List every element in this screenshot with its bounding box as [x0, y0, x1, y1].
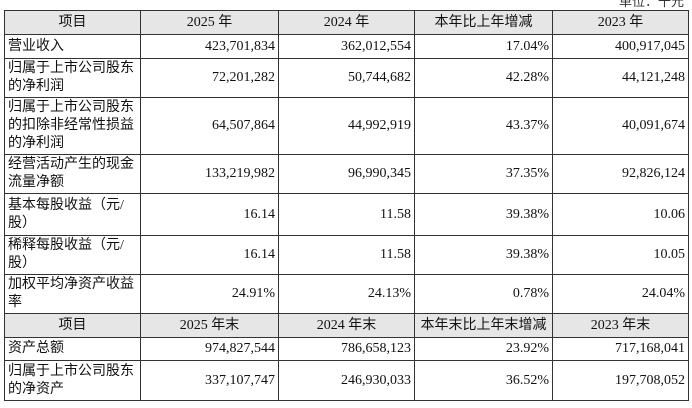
label-cell: 资产总额 — [4, 337, 141, 361]
value-cell: 362,012,554 — [278, 34, 415, 59]
data-row: 归属于上市公司股东的净利润 72,201,282 50,744,682 42.28% 4… — [4, 58, 689, 98]
value-cell: 423,701,834 — [140, 34, 279, 59]
label-cell: 归属于上市公司股东的扣除非经常性损益的净利润 — [4, 97, 141, 155]
data-row: 加权平均净资产收益率 24.91% 24.13% 0.78% 24.04% — [4, 274, 689, 314]
label-cell: 加权平均净资产收益率 — [4, 274, 141, 314]
data-row: 稀释每股收益（元/股） 16.14 11.58 39.38% 10.05 — [4, 235, 689, 275]
header-cell: 本年末比上年末增减 — [414, 313, 553, 338]
value-cell: 400,917,045 — [552, 34, 689, 59]
header-row: 项目 2025 年末 2024 年末 本年末比上年末增减 2023 年末 — [4, 313, 689, 338]
header-cell: 2024 年末 — [278, 313, 415, 338]
value-cell: 11.58 — [278, 193, 415, 236]
header-row: 项目 2025 年 2024 年本年比上年增减 2023 年 — [4, 10, 689, 35]
value-cell: 24.91% — [140, 274, 279, 314]
unit-label: 单位：千元 — [618, 0, 684, 9]
value-cell: 96,990,345 — [278, 154, 415, 194]
value-cell: 43.37% — [414, 97, 553, 155]
label-cell: 归属于上市公司股东的净资产 — [4, 360, 141, 401]
value-cell: 0.78% — [414, 274, 553, 314]
value-cell: 24.13% — [278, 274, 415, 314]
value-cell: 44,121,248 — [552, 58, 689, 98]
header-cell: 项目 — [4, 313, 141, 338]
value-cell: 39.38% — [414, 193, 553, 236]
value-cell: 16.14 — [140, 235, 279, 275]
label-cell: 基本每股收益（元/股） — [4, 193, 141, 236]
value-cell: 39.38% — [414, 235, 553, 275]
value-cell: 92,826,124 — [552, 154, 689, 194]
data-row: 营业收入 423,701,834 362,012,554 17.04% 400,917,… — [4, 34, 689, 59]
value-cell: 24.04% — [552, 274, 689, 314]
value-cell: 337,107,747 — [140, 360, 279, 401]
header-cell: 2023 年末 — [552, 313, 689, 338]
data-row: 基本每股收益（元/股） 16.14 11.58 39.38% 10.06 — [4, 193, 689, 236]
label-cell: 稀释每股收益（元/股） — [4, 235, 141, 275]
value-cell: 974,827,544 — [140, 337, 279, 361]
header-cell: 2025 年末 — [140, 313, 279, 338]
data-row: 归属于上市公司股东的扣除非经常性损益的净利润 64,507,864 44,992,9… — [4, 97, 689, 155]
value-cell: 246,930,033 — [278, 360, 415, 401]
financial-table: 项目 2025 年 2024 年本年比上年增减 2023 年营业收入 423,701,8… — [4, 10, 689, 401]
data-row: 资产总额 974,827,544 786,658,123 23.92% 717,168,… — [4, 337, 689, 361]
value-cell: 197,708,052 — [552, 360, 689, 401]
value-cell: 37.35% — [414, 154, 553, 194]
value-cell: 36.52% — [414, 360, 553, 401]
header-cell: 2024 年 — [278, 10, 415, 35]
label-cell: 归属于上市公司股东的净利润 — [4, 58, 141, 98]
value-cell: 16.14 — [140, 193, 279, 236]
value-cell: 23.92% — [414, 337, 553, 361]
data-row: 归属于上市公司股东的净资产 337,107,747 246,930,033 36.52… — [4, 360, 689, 401]
value-cell: 10.06 — [552, 193, 689, 236]
value-cell: 17.04% — [414, 34, 553, 59]
header-cell: 项目 — [4, 10, 141, 35]
value-cell: 717,168,041 — [552, 337, 689, 361]
value-cell: 42.28% — [414, 58, 553, 98]
data-row: 经营活动产生的现金流量净额 133,219,982 96,990,345 37.35%… — [4, 154, 689, 194]
label-cell: 经营活动产生的现金流量净额 — [4, 154, 141, 194]
value-cell: 786,658,123 — [278, 337, 415, 361]
value-cell: 133,219,982 — [140, 154, 279, 194]
value-cell: 40,091,674 — [552, 97, 689, 155]
value-cell: 11.58 — [278, 235, 415, 275]
value-cell: 64,507,864 — [140, 97, 279, 155]
header-cell: 2023 年 — [552, 10, 689, 35]
value-cell: 50,744,682 — [278, 58, 415, 98]
header-cell: 2025 年 — [140, 10, 279, 35]
label-cell: 营业收入 — [4, 34, 141, 59]
value-cell: 10.05 — [552, 235, 689, 275]
value-cell: 44,992,919 — [278, 97, 415, 155]
header-cell: 本年比上年增减 — [414, 10, 553, 35]
value-cell: 72,201,282 — [140, 58, 279, 98]
